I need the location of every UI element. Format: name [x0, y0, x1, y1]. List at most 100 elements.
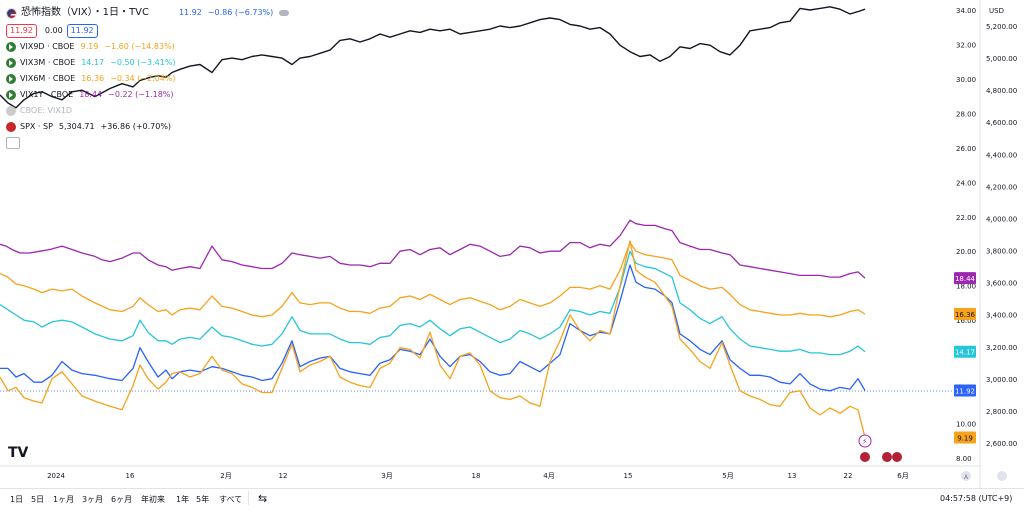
timeframe-1y-button[interactable]: 1年 — [176, 495, 190, 504]
timeframe-6m-button[interactable]: 6ヶ月 — [111, 495, 133, 504]
series-value: 14.17 — [81, 58, 105, 67]
collapse-pill-icon[interactable] — [279, 10, 290, 16]
series-value: 16.36 — [81, 74, 105, 83]
time-axis-tick-label: 6月 — [897, 472, 908, 480]
series-name: CBOE: VIX1D — [20, 106, 73, 115]
left-axis-tick-label: 28.00 — [956, 110, 976, 118]
right-axis-tick-label: 4,600.00 — [986, 119, 1017, 127]
svg-text:⚡: ⚡ — [862, 437, 868, 446]
left-axis-tick-label: 24.00 — [956, 179, 976, 187]
series-name: VIX3M · CBOE — [20, 58, 76, 67]
legend-main-row[interactable]: 恐怖指数（VIX）・1日・TVC 11.92 −0.86 (−6.73%) — [6, 5, 290, 21]
spx-icon — [6, 122, 16, 132]
left-axis-tick-label: 16.00 — [956, 317, 976, 325]
series-value: 5,304.71 — [58, 122, 95, 131]
time-axis-tick-label: 4月 — [543, 472, 554, 480]
us-flag-event-icon[interactable] — [860, 452, 870, 462]
series-line-vix6m[interactable] — [0, 241, 866, 318]
main-change: −0.86 (−6.73%) — [207, 8, 274, 17]
last-value-label: 18.44 — [955, 275, 976, 283]
last-value-tag — [954, 345, 976, 358]
time-axis-tick-label: 12 — [279, 472, 288, 480]
series-value: 18.44 — [79, 90, 103, 99]
legend-expand-row[interactable] — [6, 135, 289, 151]
time-axis-tick-label: 15 — [624, 472, 633, 480]
timeframe-1d-button[interactable]: 1日 — [10, 495, 24, 504]
series-change: −0.50 (−3.41%) — [110, 58, 176, 67]
left-axis-tick-label: 34.00 — [956, 7, 976, 15]
legend-row-vix9d[interactable]: VIX9D · CBOE 9.19 −1.60 (−14.83%) — [6, 39, 289, 55]
legend-row-vix1y[interactable]: VIX1Y · CBOE 18.44 −0.22 (−1.18%) — [6, 87, 289, 103]
series-name: VIX6M · CBOE — [20, 74, 76, 83]
currency-label[interactable]: USD — [989, 7, 1004, 15]
time-axis-tick-label: 16 — [126, 472, 135, 480]
timeframe-1m-button[interactable]: 1ヶ月 — [53, 495, 75, 504]
series-line-vix[interactable] — [0, 264, 866, 392]
lightning-event-icon[interactable] — [858, 434, 872, 448]
auto-scale-button[interactable] — [961, 471, 971, 481]
series-name: SPX · SP — [20, 122, 53, 131]
timeframe-5d-button[interactable]: 5日 — [31, 495, 45, 504]
date-range-icon[interactable]: ⇆ — [258, 492, 268, 505]
left-axis-tick-label: 32.00 — [956, 42, 976, 50]
play-icon — [6, 74, 16, 84]
time-axis-tick-label: 18 — [472, 472, 481, 480]
series-line-spx[interactable] — [0, 6, 866, 109]
play-icon — [6, 90, 16, 100]
svg-text:A: A — [964, 474, 969, 481]
time-axis-tick-label: 2月 — [220, 472, 231, 480]
right-axis-tick-label: 3,200.00 — [986, 344, 1017, 352]
right-axis-tick-label: 3,400.00 — [986, 312, 1017, 320]
right-axis-tick-label: 4,200.00 — [986, 183, 1017, 191]
left-axis-tick-label: 26.00 — [956, 145, 976, 153]
main-value: 11.92 — [178, 8, 202, 17]
settings-button[interactable] — [997, 471, 1007, 481]
timeframe-5y-button[interactable]: 5年 — [196, 495, 210, 504]
series-group — [0, 6, 866, 438]
series-line-vix3m[interactable] — [0, 250, 866, 356]
left-axis-tick-label: 20.00 — [956, 248, 976, 256]
timeframe-all-button[interactable]: すべて — [219, 495, 243, 504]
right-axis-tick-label: 4,000.00 — [986, 216, 1017, 224]
toolbar-divider — [248, 491, 249, 505]
series-line-vix1y[interactable] — [0, 219, 866, 279]
right-axis-tick-label: 3,000.00 — [986, 376, 1017, 384]
right-axis-tick-label: 4,400.00 — [986, 151, 1017, 159]
time-axis-tick-label: 5月 — [722, 472, 733, 480]
tradingview-logo[interactable]: TV — [8, 445, 29, 461]
clock[interactable]: 04:57:58 (UTC+9) — [940, 494, 1013, 503]
legend-row-spx[interactable]: SPX · SP 5,304.71 +36.86 (+0.70%) — [6, 119, 289, 135]
last-value-tag — [954, 431, 976, 444]
right-axis-tick-label: 2,800.00 — [986, 408, 1017, 416]
main-symbol-title[interactable]: 恐怖指数（VIX）・1日・TVC — [21, 7, 149, 18]
us-flag-event-icon[interactable] — [882, 452, 892, 462]
last-value-tag — [954, 384, 976, 397]
time-axis-ticks: 2024 16 2月 12 3月 18 4月 15 5月 13 22 6月 — [47, 472, 909, 480]
series-name: VIX9D · CBOE — [20, 42, 75, 51]
right-axis-tick-label: 3,600.00 — [986, 280, 1017, 288]
time-axis-tick-label: 3月 — [381, 472, 392, 480]
sell-price-box[interactable]: 11.92 — [6, 24, 37, 38]
last-value-label: 16.36 — [955, 311, 976, 319]
right-axis-tick-label: 2,600.00 — [986, 440, 1017, 448]
time-axis-tick-label: 2024 — [47, 472, 65, 480]
left-axis-tick-label: 8.00 — [956, 455, 972, 463]
us-flag-event-icon[interactable] — [892, 452, 902, 462]
play-icon — [6, 58, 16, 68]
series-line-vix9d[interactable] — [0, 240, 866, 438]
chevron-up-icon[interactable] — [6, 137, 20, 149]
legend-row-vix3m[interactable]: VIX3M · CBOE 14.17 −0.50 (−3.41%) — [6, 55, 289, 71]
legend-row-cboe[interactable]: CBOE: VIX1D — [6, 103, 289, 119]
last-value-label: 11.92 — [955, 388, 975, 396]
series-name: VIX1Y · CBOE — [20, 90, 74, 99]
last-value-tags: 18.44 16.36 14.17 11.92 9.19 — [954, 272, 976, 444]
event-icons[interactable]: ⚡ — [858, 434, 902, 462]
buy-price-box[interactable]: 11.92 — [66, 24, 98, 38]
left-axis-tick-label: 18.00 — [956, 283, 976, 291]
left-axis-tick-label: 10.00 — [956, 421, 976, 429]
legend-row-vix6m[interactable]: VIX6M · CBOE 16.36 −0.34 (−2.04%) — [6, 71, 289, 87]
bottom-toolbar: 1日 5日 1ヶ月 3ヶ月 6ヶ月 年初来 1年 5年 すべて ⇆ 04:57:… — [0, 488, 1024, 512]
timeframe-ytd-button[interactable]: 年初来 — [141, 495, 165, 504]
timeframe-3m-button[interactable]: 3ヶ月 — [82, 495, 104, 504]
